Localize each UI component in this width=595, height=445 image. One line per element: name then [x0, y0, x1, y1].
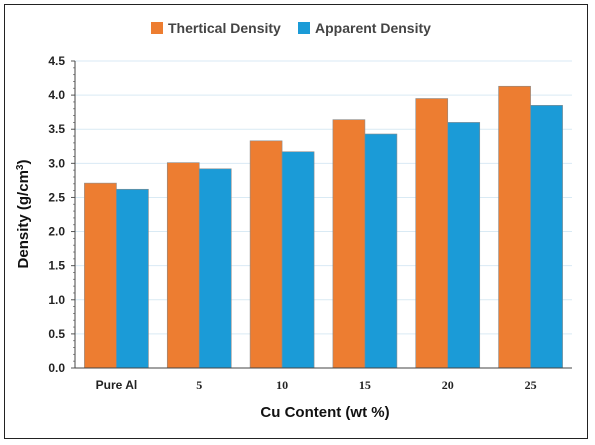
y-axis-title-end: ) [15, 160, 32, 165]
bar-theoretical-0 [84, 182, 117, 369]
x-tick-label: 20 [442, 378, 454, 392]
x-tick-label: 15 [359, 378, 371, 392]
y-tick-label: 0.5 [48, 327, 65, 341]
y-tick-label: 1.0 [48, 293, 65, 307]
y-tick-label: 3.5 [48, 122, 65, 136]
legend-label-apparent: Apparent Density [315, 20, 431, 36]
y-tick-label: 0.0 [48, 361, 65, 375]
x-tick-labels: Pure Al 5 10 15 20 25 [96, 378, 537, 392]
bar-apparent-3 [364, 133, 398, 369]
x-tick-label: 25 [525, 378, 537, 392]
y-tick-label: 4.5 [48, 54, 65, 68]
bar-theoretical-1 [166, 162, 200, 369]
y-tick-label: 1.5 [48, 259, 65, 273]
legend-swatch-theoretical [151, 22, 163, 34]
y-tick-label: 3.0 [48, 156, 65, 170]
legend-swatch-apparent [298, 22, 310, 34]
x-axis-title: Cu Content (wt %) [260, 404, 389, 421]
legend-label-theoretical: Thertical Density [168, 20, 281, 36]
x-tick-label: Pure Al [96, 378, 138, 392]
x-tick-label: 10 [276, 378, 288, 392]
bar-theoretical-5 [498, 85, 531, 369]
y-tick-label: 2.5 [48, 190, 65, 204]
bar-theoretical-4 [415, 98, 449, 369]
y-tick-label: 2.0 [48, 225, 65, 239]
x-tick-label: 5 [196, 378, 202, 392]
bars [84, 85, 563, 369]
y-axis-title-superscript: 3 [15, 164, 26, 170]
bar-theoretical-2 [249, 140, 283, 369]
y-axis-title-main: Density (g/cm [15, 170, 32, 268]
axes [71, 60, 572, 369]
bar-theoretical-3 [332, 119, 366, 369]
y-axis-title: Density (g/cm3) [15, 160, 32, 269]
bar-apparent-0 [116, 188, 149, 369]
bar-apparent-1 [198, 168, 232, 369]
y-tick-label: 4.0 [48, 88, 65, 102]
bar-apparent-4 [447, 122, 481, 369]
y-tick-labels: 0.0 0.5 1.0 1.5 2.0 2.5 3.0 3.5 4.0 4.5 [48, 54, 65, 375]
bar-apparent-5 [530, 105, 563, 369]
gridlines [75, 60, 572, 335]
legend: Thertical Density Apparent Density [151, 20, 431, 36]
bar-apparent-2 [281, 151, 315, 369]
